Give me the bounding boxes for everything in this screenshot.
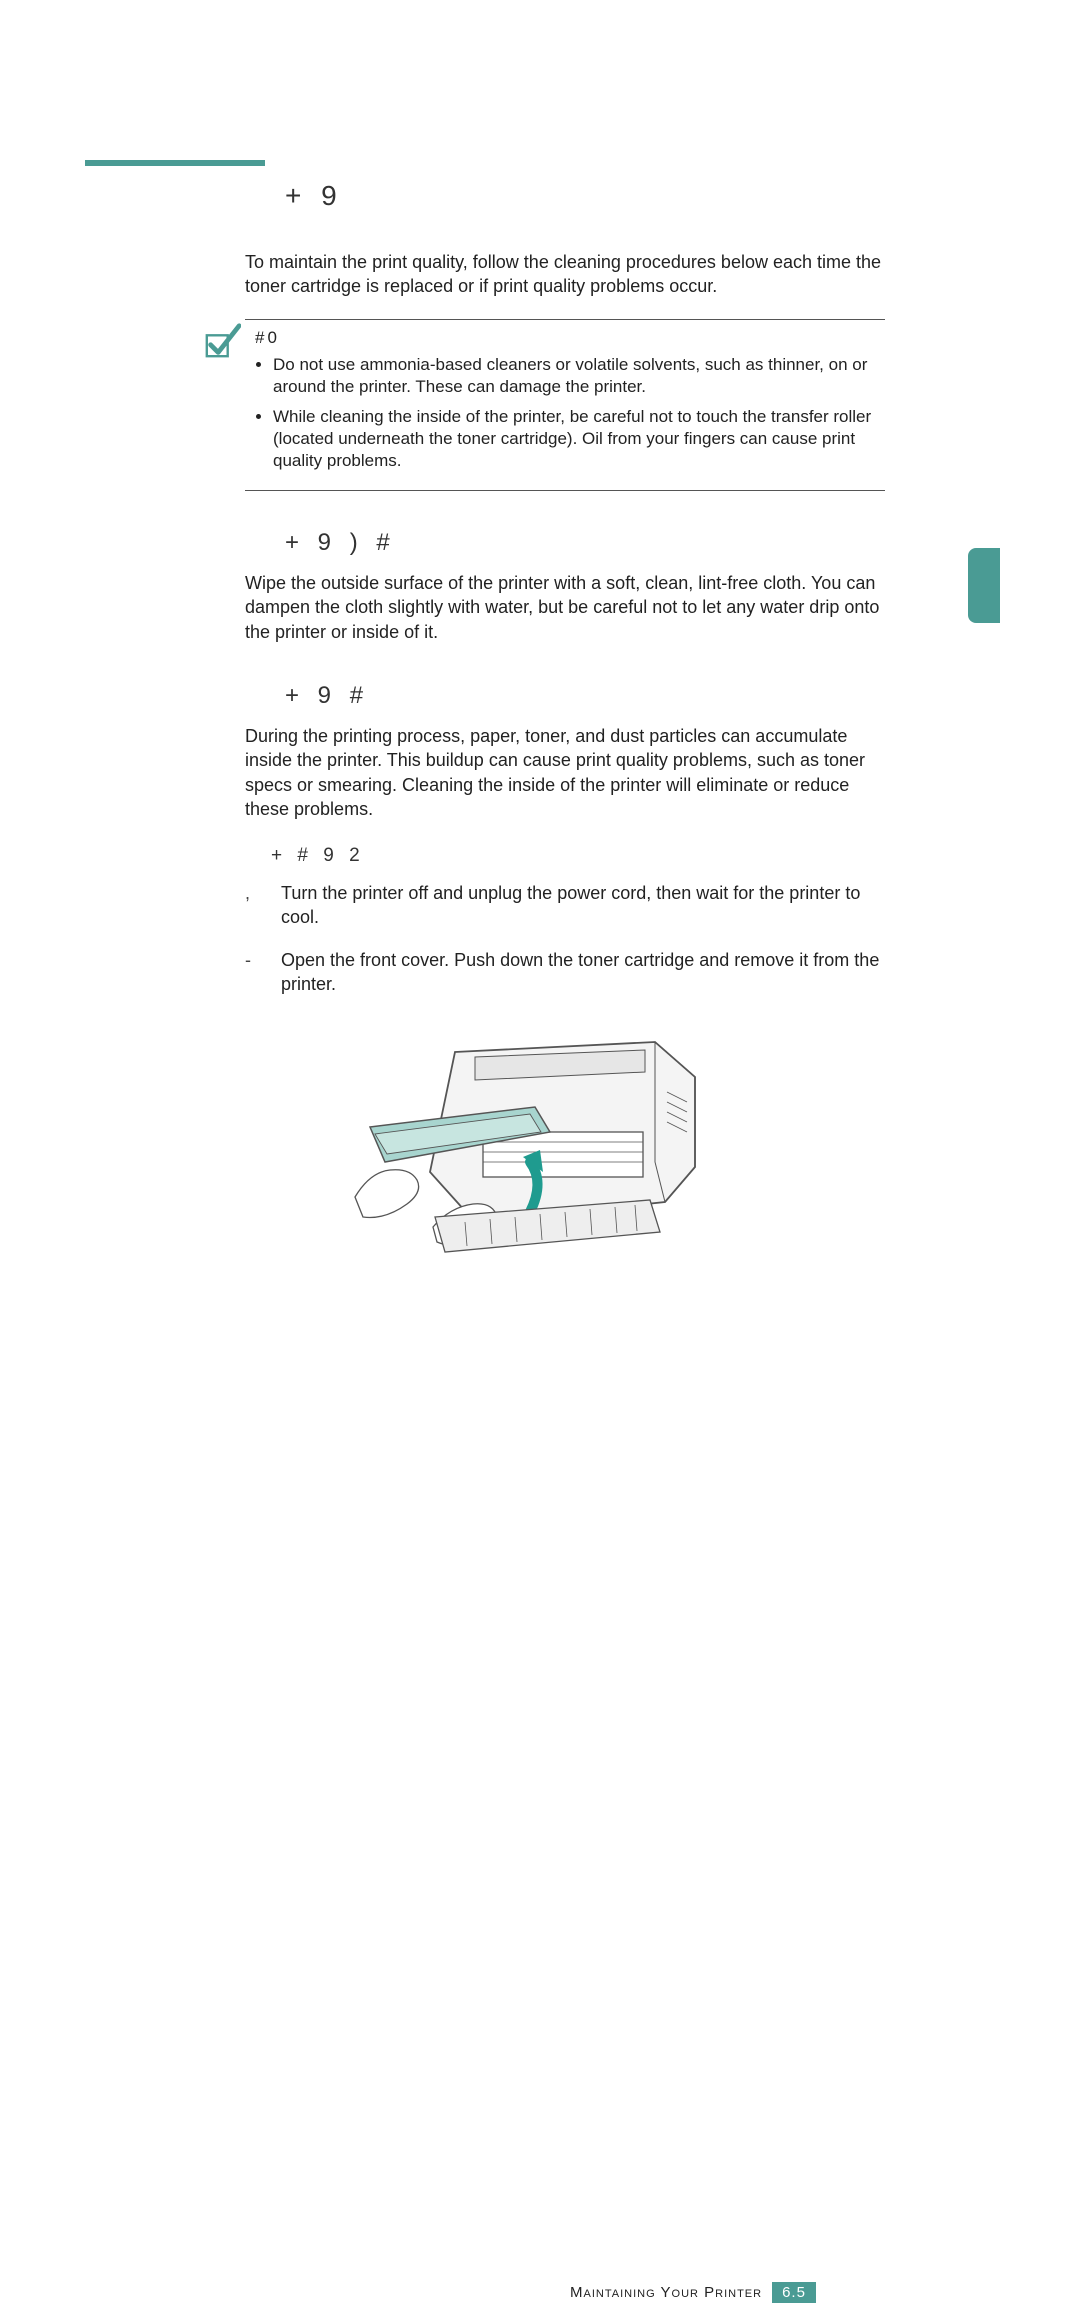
section-tab [968,548,1000,623]
intro-paragraph: To maintain the print quality, follow th… [245,250,885,299]
page-content: + 9 To maintain the print quality, follo… [85,160,965,1277]
inside-paragraph: During the printing process, paper, tone… [245,724,885,821]
outside-paragraph: Wipe the outside surface of the printer … [245,571,885,644]
step-text: Open the front cover. Push down the tone… [281,948,885,997]
footer-section: Maintaining Your Printer [570,2284,762,2301]
step-item: , Turn the printer off and unplug the po… [245,881,885,930]
step-item: - Open the front cover. Push down the to… [245,948,885,997]
heading-outside: + 9 ) # [285,529,885,557]
page-number-badge: 6.5 [772,2282,816,2303]
printer-diagram [315,1022,735,1272]
heading-main: + 9 [285,180,885,212]
checkmark-icon [203,322,241,360]
step-number: - [245,948,263,997]
step-number: , [245,881,263,930]
note-item: While cleaning the inside of the printer… [273,406,885,472]
step-list: , Turn the printer off and unplug the po… [245,881,885,996]
note-label: #0 [255,328,885,348]
note-item: Do not use ammonia-based cleaners or vol… [273,354,885,398]
note-box: #0 Do not use ammonia-based cleaners or … [245,319,885,491]
body-column: + 9 To maintain the print quality, follo… [245,180,885,1277]
chapter-rule [85,160,265,166]
footer-content: Maintaining Your Printer 6.5 [570,2282,816,2303]
heading-cartridge: + # 9 2 [271,845,885,867]
heading-inside: + 9 # [285,682,885,710]
note-bullets: Do not use ammonia-based cleaners or vol… [255,354,885,472]
step-text: Turn the printer off and unplug the powe… [281,881,885,930]
